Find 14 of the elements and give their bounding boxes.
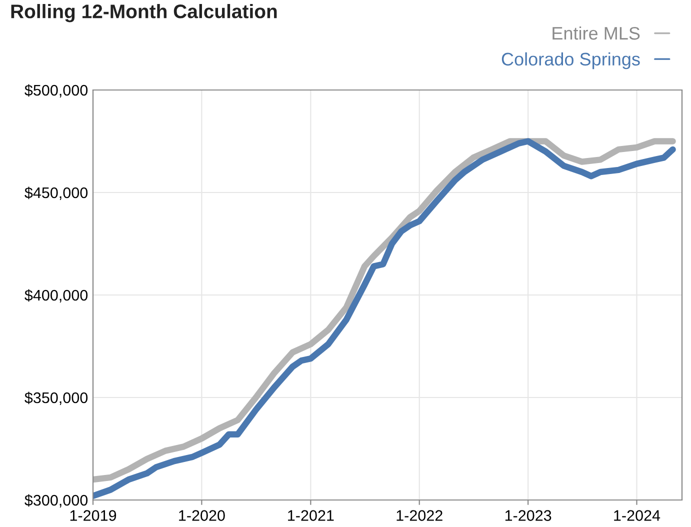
x-tick-label: 1-2023 <box>505 510 552 521</box>
y-tick-label: $500,000 <box>24 84 88 98</box>
x-tick-label: 1-2021 <box>288 510 334 521</box>
legend-label: Entire MLS <box>552 26 640 40</box>
y-tick-label: $450,000 <box>24 186 88 200</box>
legend-label: Colorado Springs <box>502 52 640 70</box>
x-tick-label: 1-2020 <box>179 510 225 521</box>
chart-title: Rolling 12-Month Calculation <box>11 4 277 22</box>
y-tick-label: $400,000 <box>24 289 88 302</box>
y-tick-label: $300,000 <box>24 494 88 508</box>
y-tick-label: $350,000 <box>24 392 88 405</box>
x-tick-label: 1-2019 <box>70 510 116 521</box>
x-tick-label: 1-2024 <box>614 510 660 521</box>
x-tick-label: 1-2022 <box>396 510 442 521</box>
